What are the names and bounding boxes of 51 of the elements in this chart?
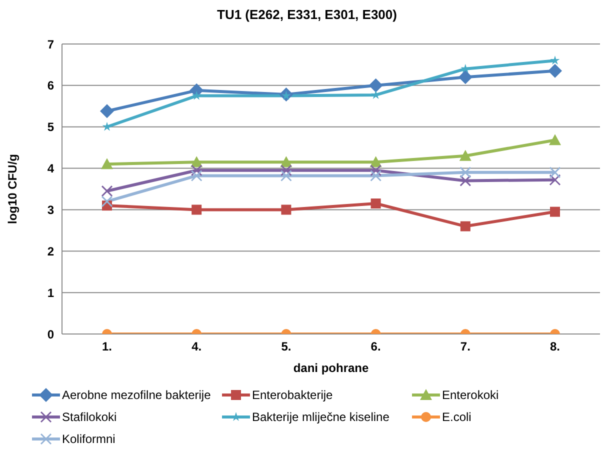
legend-label: Koliformni [62,432,116,446]
y-tick-label: 4 [47,162,54,176]
legend-label: Bakterije mliječne kiseline [252,410,390,424]
point [190,164,202,176]
y-tick-label: 2 [47,244,54,258]
x-tick-label: 1. [102,340,112,354]
y-tick-label: 1 [47,286,54,300]
point [459,150,472,161]
point [549,174,561,186]
point [190,170,202,182]
point [460,221,470,232]
x-tick-label: 7. [460,340,470,354]
legend-label: Stafilokoki [62,410,117,424]
point [458,70,472,84]
y-tick-label: 7 [47,37,54,52]
y-axis-title: log10 CFU/g [5,154,20,224]
y-tick-label: 0 [47,327,54,342]
x-tick-label: 4. [192,340,202,354]
point [370,164,382,176]
point [368,78,383,92]
point [100,104,114,118]
y-tick-label: 6 [47,78,54,93]
point [460,64,470,73]
legend-label: Enterobakterije [252,388,333,402]
point [549,166,561,178]
point [460,166,472,178]
chart-title: TU1 (E262, E331, E301, E300) [216,7,398,22]
point [280,164,292,176]
y-tick-label: 5 [47,120,54,134]
x-axis-title: dani pohrane [293,361,369,375]
point [460,174,472,186]
x-tick-label: 5. [281,340,292,354]
legend-label: Aerobne mezofilne bakterije [62,388,211,402]
point [550,206,560,217]
point [550,56,560,65]
point [281,204,292,215]
point [370,170,382,182]
point [101,158,113,170]
x-tick-label: 6. [370,340,381,354]
point [101,185,113,197]
legend-label: E.coli [442,410,472,424]
point [370,198,381,208]
legend-label: Enterokoki [442,388,499,402]
point [192,90,202,100]
point [549,134,561,146]
point [280,170,292,182]
point [101,196,113,208]
y-tick-label: 3 [47,202,54,217]
point [192,204,202,215]
x-tick-label: 8. [550,340,560,354]
point [548,64,562,78]
